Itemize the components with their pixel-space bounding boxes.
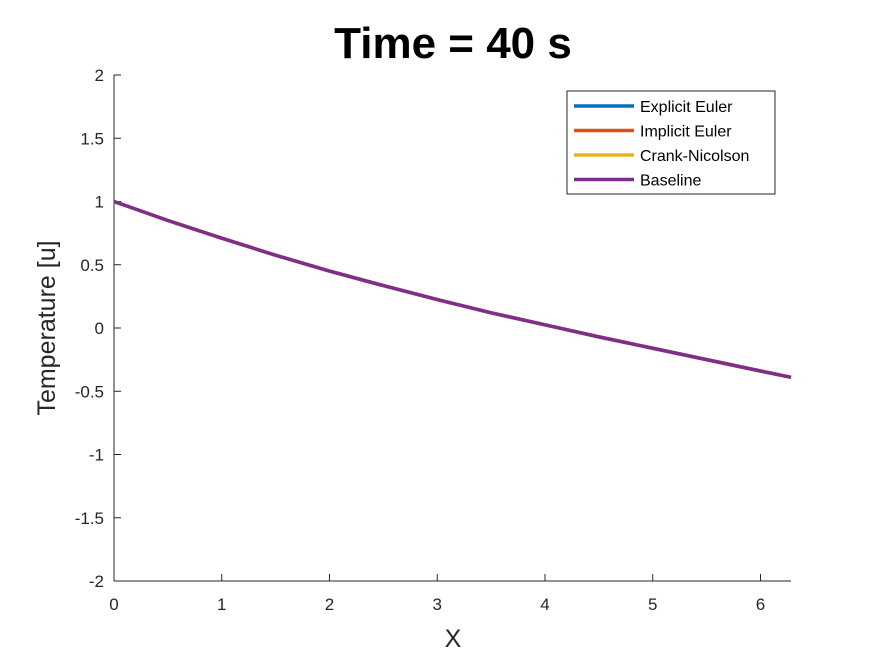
x-tick-label: 5 [648,595,657,614]
x-tick-label: 1 [217,595,226,614]
y-tick-label: 1.5 [80,129,104,148]
legend-label: Baseline [640,173,701,190]
x-tick-label: 2 [325,595,334,614]
series-layer [113,199,792,380]
x-tick-label: 3 [433,595,442,614]
x-tick-label: 0 [109,595,118,614]
y-tick-label: 0.5 [80,256,104,275]
chart-title: Time = 40 s [334,19,572,68]
y-tick-label: -0.5 [75,382,104,401]
y-tick-label: 0 [95,319,104,338]
series-line-baseline [113,199,792,380]
x-tick-label: 4 [540,595,549,614]
legend-box [566,90,776,195]
y-tick-label: 1 [95,193,104,212]
y-tick-label: -2 [89,572,104,591]
legend-label: Explicit Euler [640,99,733,116]
x-tick-label: 6 [756,595,765,614]
legend: Explicit Euler Implicit Euler Crank-Nicols… [566,90,776,195]
x-axis-label: X [445,625,462,653]
y-axis-label: Temperature [u] [33,240,61,415]
y-tick-label: 2 [95,66,104,85]
y-tick-label: -1 [89,446,104,465]
legend-label: Crank-Nicolson [640,148,749,165]
y-tick-label: -1.5 [75,509,104,528]
axes: 0 1 2 3 4 5 6 -2 -1.5 -1 -0.5 0 0.5 1 1.5 2 [75,66,791,614]
legend-label: Implicit Euler [640,124,732,141]
